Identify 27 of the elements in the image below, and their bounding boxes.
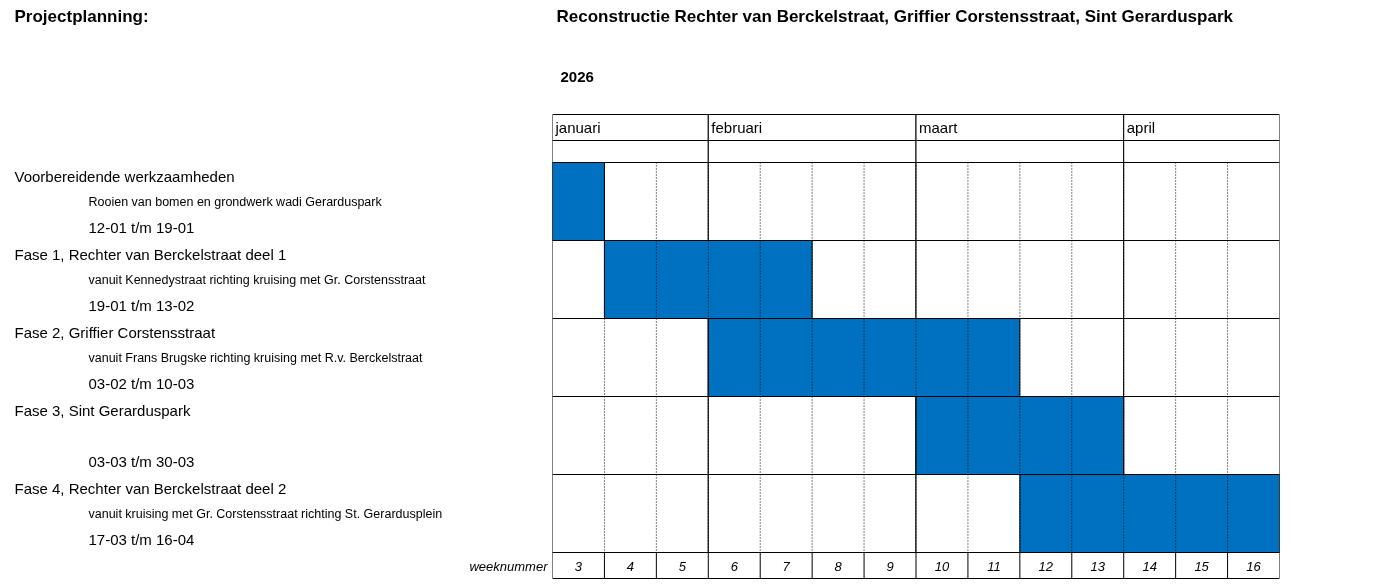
chart-subtitle: Reconstructie Rechter van Berckelstraat, Griffier Corstensstraat, Sint Gerarduspark [556,7,1234,26]
category-label: Fase 3, Sint Gerarduspark 03-03 t/m 30-03 [14,402,195,470]
x-tick-label: 11 [987,559,1001,574]
x-axis-title: weeknummer [469,559,549,574]
text: 2026 [560,67,594,85]
x-tick-label: 14 [1142,559,1157,574]
y-tick-label: Fase 4, Rechter van Berckelstraat deel 2 vanuit kruising met Gr. Corstensstraat richting St. Gerardusplein 17-03 t/m 16-04 [14,480,443,548]
band-label: maart [919,119,959,136]
x-tick-label: 6 [730,559,739,574]
x-tick-label: 12 [1038,559,1054,574]
x-tick-label: 3 [574,559,583,574]
y-tick-label: Voorbereidende werkzaamheden Rooien van bomen en grondwerk wadi Gerarduspark 12-01 t/m 19-01 [14,168,383,236]
x-tick-label: 8 [834,559,843,574]
x-tick-label: 13 [1090,559,1106,574]
text: Projectplanning: [14,7,149,26]
x-tick-label: 4 [626,559,635,574]
x-tick-label: 15 [1194,559,1210,574]
x-tick-label: 7 [782,559,791,574]
x-tick-label: 9 [886,559,894,574]
x-tick-label: 16 [1246,559,1262,574]
band-label: februari [711,119,763,136]
band-label: januari [554,119,601,136]
x-tick-label: 10 [934,559,950,574]
x-tick-label: 5 [678,559,687,574]
y-tick-label: Fase 1, Rechter van Berckelstraat deel 1 vanuit Kennedystraat richting kruising met Gr. Corstensstraat 19-01 t/m 13-02 [14,246,426,314]
band-label: april [1126,119,1156,136]
y-tick-label: Fase 2, Griffier Corstensstraat vanuit Frans Brugske richting kruising met R.v. Berckelstraat 03-02 t/m 10-03 [14,324,423,392]
